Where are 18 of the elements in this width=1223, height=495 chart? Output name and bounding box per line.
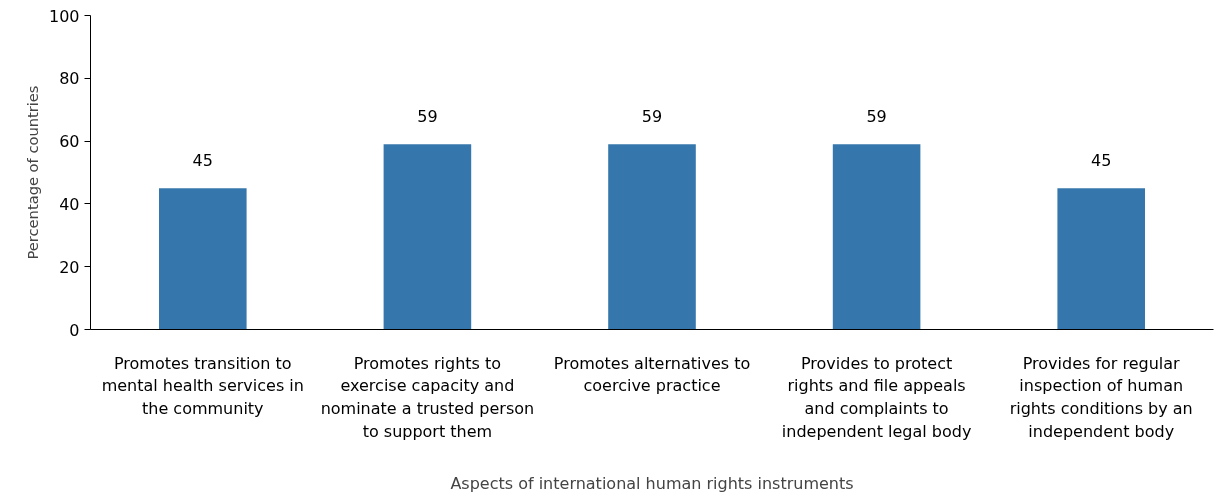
y-tick-label: 100	[48, 6, 80, 26]
x-tick-label: Provides for regular inspection of human rights conditions by an independent body	[1009, 353, 1193, 441]
x-tick-label: Promotes rights to exercise capacity and nominate a trusted person to support them	[320, 353, 535, 441]
x-tick-label: Promotes alternatives to coercive practice	[553, 353, 751, 396]
x-axis-title: Aspects of international human rights instruments	[450, 473, 854, 493]
y-tick-label: 20	[59, 257, 80, 277]
x-tick-label: Promotes transition to mental health services in the community	[101, 353, 304, 419]
y-tick-label: 0	[69, 320, 80, 340]
data-label: 45	[1091, 151, 1112, 171]
data-label: 45	[192, 151, 213, 171]
y-axis-title: Percentage of countries	[23, 85, 41, 260]
y-tick-label: 40	[59, 194, 80, 214]
x-tick-label: Provides to protect rights and file appeals and complaints to independent legal body	[781, 353, 972, 441]
data-label: 59	[417, 107, 438, 127]
y-tick-label: 60	[59, 132, 80, 152]
data-label: 59	[641, 107, 663, 127]
y-tick-label: 80	[59, 69, 80, 89]
data-label: 59	[866, 107, 887, 127]
